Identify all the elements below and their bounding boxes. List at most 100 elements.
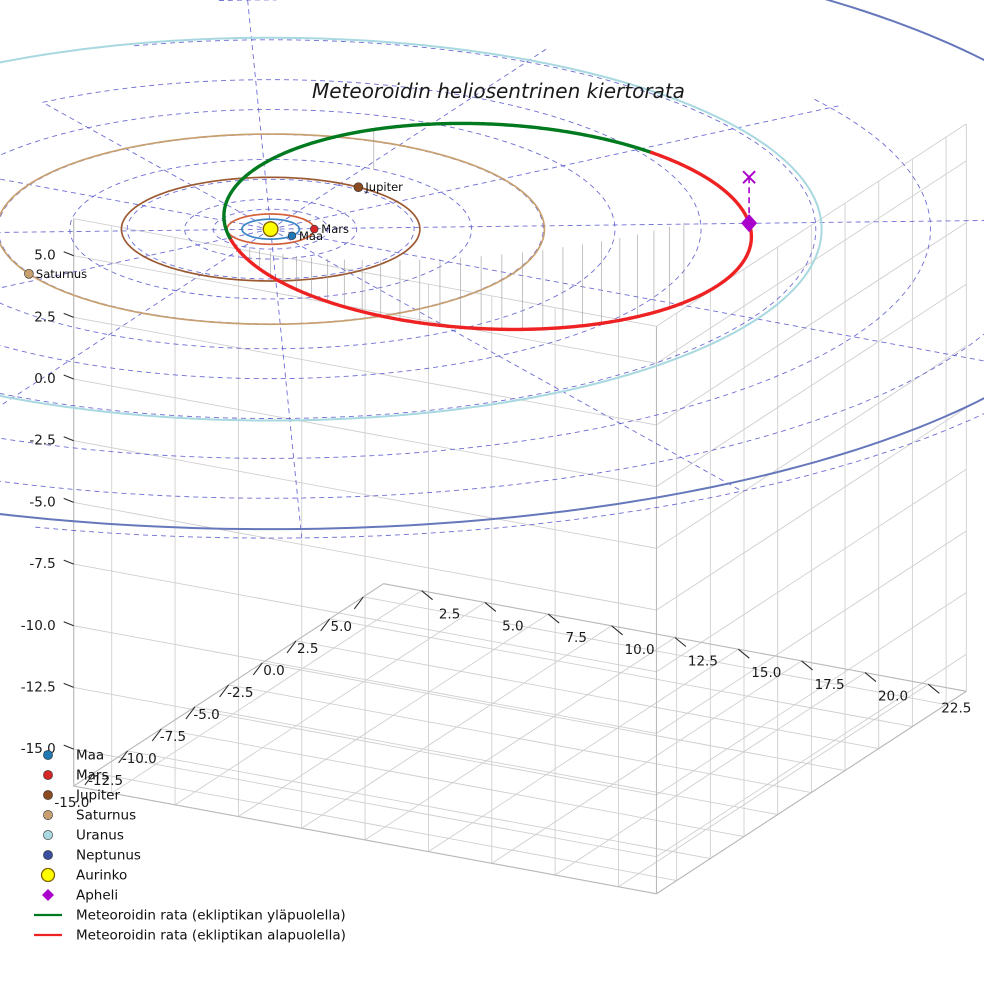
polar-grid-circle-3	[126, 178, 415, 280]
x-axis-tick	[320, 618, 331, 632]
polar-grid-spoke-6	[0, 228, 271, 407]
x-axis-tick-label-7: 2.5	[297, 641, 318, 657]
polar-grid-spoke-3	[270, 228, 984, 362]
legend-swatch-circle	[43, 850, 53, 860]
y-axis-tick-label-0: 2.5	[439, 607, 460, 623]
y-axis-tick-label-8: 22.5	[941, 700, 971, 716]
polar-grid-spoke-2	[270, 220, 984, 230]
orbit-uranus	[0, 36, 823, 422]
grid-line	[656, 653, 967, 858]
x-axis-tick	[84, 772, 95, 786]
page-title: Meteoroidin heliosentrinen kiertorata	[312, 79, 685, 103]
x-axis-tick-label-8: 5.0	[331, 619, 352, 635]
legend-label-5: Neptunus	[76, 848, 141, 864]
grid-line	[656, 407, 967, 611]
axes-panes	[73, 123, 967, 895]
x-axis-tick-label-2: -10.0	[122, 751, 157, 767]
grid-line	[618, 683, 929, 888]
grid-line	[238, 613, 549, 817]
polar-grid-circle-8	[0, 61, 817, 419]
grid-line	[73, 255, 657, 364]
meteoroid-below-ecliptic	[228, 150, 754, 332]
z-axis-tick-label-3: -2.5	[29, 433, 55, 449]
planet-label-jupiter: Jupiter	[364, 180, 403, 194]
x-axis-tick	[118, 750, 129, 764]
orbit-saturnus	[0, 133, 546, 326]
legend-swatch-circle	[43, 790, 53, 800]
z-axis-tick-label-1: 2.5	[34, 309, 55, 325]
legend-label-3: Saturnus	[76, 808, 136, 824]
grid-line	[656, 468, 967, 673]
y-axis-tick	[547, 613, 560, 624]
planet-marker-saturnus[interactable]	[24, 268, 34, 279]
z-axis-tick	[63, 497, 74, 503]
polar-grid-spoke-0	[270, 48, 548, 230]
axis-spine	[656, 690, 967, 895]
grid-line	[656, 222, 967, 426]
z-axis-tick	[63, 251, 74, 257]
z-axis-tick	[63, 312, 74, 318]
z-axis-tick	[63, 621, 74, 627]
x-axis-tick-label-1: -12.5	[88, 773, 123, 789]
z-axis-tick-label-4: -5.0	[29, 494, 55, 510]
polar-grid-circle-9	[218, 0, 277, 2]
legend-label-0: Maa	[76, 748, 104, 764]
grid-line	[428, 648, 739, 853]
z-axis-tick-label-0: 5.0	[34, 248, 55, 264]
y-axis-tick	[864, 672, 877, 683]
z-axis-tick	[63, 682, 74, 688]
meteoroid-above-ecliptic	[222, 121, 654, 232]
z-axis-tick	[63, 559, 74, 565]
polar-grid-circle-7	[42, 79, 473, 103]
x-axis-tick-label-0: -15.0	[54, 795, 89, 811]
grid-line	[73, 501, 657, 611]
grid-line	[73, 378, 657, 488]
z-axis-tick	[63, 436, 74, 442]
grid-line	[301, 625, 612, 829]
y-axis-tick-label-7: 20.0	[878, 689, 908, 705]
legend-label-1: Mars	[76, 768, 109, 784]
x-axis-tick-label-4: -5.0	[193, 707, 219, 723]
meteoroid-orbit	[222, 121, 754, 332]
x-axis-tick	[185, 706, 196, 720]
legend: Maa Mars Jupiter Saturnus Uranus Neptunus Auri…	[34, 748, 346, 944]
polar-grid-spoke-9	[0, 178, 271, 230]
z-axis-tick	[63, 744, 74, 750]
legend-label-8: Meteoroidin rata (ekliptikan yläpuolella…	[76, 908, 346, 924]
legend-label-7: Apheli	[76, 888, 118, 904]
grid-line	[73, 625, 657, 734]
y-axis-tick	[927, 683, 940, 694]
axis-spine	[73, 785, 657, 895]
y-axis-tick-label-5: 15.0	[751, 665, 781, 681]
y-axis-tick-label-6: 17.5	[815, 677, 845, 693]
grid-line	[73, 316, 657, 426]
planet-marker-jupiter[interactable]	[353, 182, 364, 192]
legend-swatch-circle	[43, 750, 53, 760]
planet-marker-maa[interactable]	[287, 231, 297, 241]
x-axis-tick-label-3: -7.5	[160, 729, 186, 745]
aphelion-marker[interactable]	[741, 214, 758, 233]
z-axis-tick-label-7: -12.5	[21, 679, 56, 695]
orbit-maa	[241, 218, 301, 240]
polar-grid-circle-8	[134, 39, 527, 63]
y-axis-tick-label-4: 12.5	[688, 654, 718, 670]
sun-marker[interactable]	[262, 221, 279, 238]
legend-label-6: Aurinko	[76, 868, 127, 884]
grid-line	[656, 345, 967, 549]
grid-line	[364, 637, 676, 841]
legend-swatch-circle	[43, 830, 53, 840]
y-axis-tick	[674, 637, 687, 647]
legend-label-9: Meteoroidin rata (ekliptikan alapuolella…	[76, 928, 346, 944]
polar-grid-circle-11	[32, 413, 984, 539]
z-axis-tick-label-5: -7.5	[29, 556, 55, 572]
grid-line	[656, 283, 967, 488]
polar-grid-spoke-5	[270, 229, 303, 539]
y-axis-tick-label-2: 7.5	[565, 630, 586, 646]
planet-marker-mars[interactable]	[310, 224, 319, 234]
aphelion-ecliptic-x-marker	[742, 170, 756, 184]
y-axis-tick	[421, 590, 433, 601]
x-axis-tick	[286, 640, 297, 654]
y-axis-tick	[737, 648, 750, 659]
